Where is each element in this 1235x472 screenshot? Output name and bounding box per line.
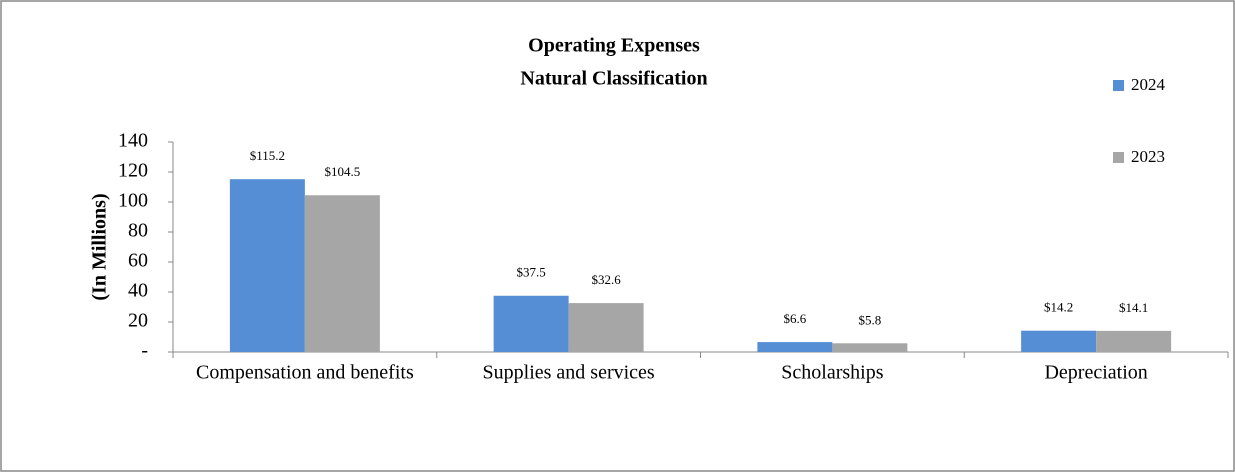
y-tick-label: 120 xyxy=(118,160,148,182)
value-label: $104.5 xyxy=(325,164,361,179)
y-tick-label: 60 xyxy=(128,250,148,272)
y-tick-label: 100 xyxy=(118,190,148,212)
bar xyxy=(493,295,569,352)
y-tick-label: 40 xyxy=(128,280,148,302)
value-label: $6.6 xyxy=(784,311,807,326)
chart-subtitle: Natural Classification xyxy=(520,68,707,90)
y-axis-label: (In Millions) xyxy=(89,193,111,300)
bar xyxy=(757,342,833,352)
legend-swatch xyxy=(1113,80,1124,91)
x-tick-label: Compensation and benefits xyxy=(196,362,414,384)
value-label: $115.2 xyxy=(250,148,285,163)
value-label: $14.1 xyxy=(1119,300,1148,315)
bar xyxy=(1021,330,1097,352)
y-tick-label: 80 xyxy=(128,220,148,242)
legend-swatch xyxy=(1113,152,1124,163)
x-tick-label: Supplies and services xyxy=(483,362,655,384)
bar xyxy=(832,343,908,352)
bar xyxy=(304,195,380,352)
legend-label: 2023 xyxy=(1131,147,1165,166)
bar xyxy=(568,303,644,352)
x-tick-label: Scholarships xyxy=(781,362,883,384)
value-label: $5.8 xyxy=(859,312,882,327)
x-tick-label: Depreciation xyxy=(1044,362,1147,384)
y-tick-label: 140 xyxy=(118,130,148,152)
legend-label: 2024 xyxy=(1131,75,1166,94)
value-label: $32.6 xyxy=(592,272,622,287)
y-tick-label: 20 xyxy=(128,310,148,332)
value-label: $37.5 xyxy=(517,265,546,280)
bar xyxy=(1096,330,1172,352)
chart-title: Operating Expenses xyxy=(528,35,700,57)
y-tick-label: - xyxy=(141,340,148,362)
bar xyxy=(229,179,305,352)
value-label: $14.2 xyxy=(1044,300,1073,315)
